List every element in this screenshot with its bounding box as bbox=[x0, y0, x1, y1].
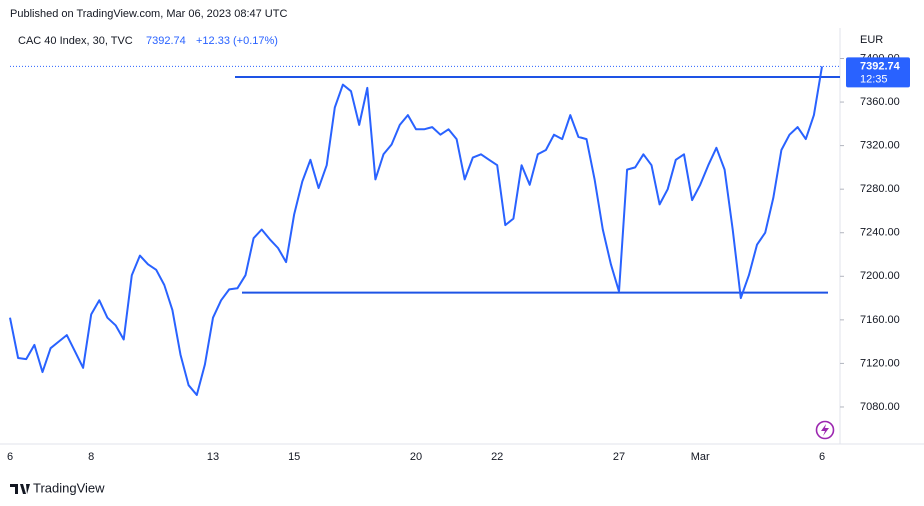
y-tick-label: 7200.00 bbox=[860, 270, 900, 282]
y-tick-label: 7080.00 bbox=[860, 401, 900, 413]
alert-icon[interactable] bbox=[815, 420, 835, 440]
last-price-box bbox=[846, 57, 910, 88]
x-tick-label: 8 bbox=[88, 451, 94, 463]
x-tick-label: 6 bbox=[819, 451, 825, 463]
y-tick-label: 7360.00 bbox=[860, 96, 900, 108]
published-note: Published on TradingView.com, Mar 06, 20… bbox=[10, 8, 287, 20]
y-tick-label: 7320.00 bbox=[860, 140, 900, 152]
x-tick-label: 15 bbox=[288, 451, 300, 463]
x-tick-label: 22 bbox=[491, 451, 503, 463]
x-tick-label: 13 bbox=[207, 451, 219, 463]
legend-change: +12.33 (+0.17%) bbox=[196, 35, 278, 47]
x-tick-label: Mar bbox=[691, 451, 710, 463]
y-tick-label: 7120.00 bbox=[860, 357, 900, 369]
brand-logo bbox=[10, 484, 30, 494]
y-tick-label: 7160.00 bbox=[860, 314, 900, 326]
price-line bbox=[9, 66, 823, 396]
y-tick-label: 7280.00 bbox=[860, 183, 900, 195]
x-tick-label: 6 bbox=[7, 451, 13, 463]
last-price-label: 7392.74 bbox=[860, 60, 901, 72]
brand-name: TradingView bbox=[33, 480, 105, 495]
y-tick-label: 7240.00 bbox=[860, 227, 900, 239]
legend-price: 7392.74 bbox=[146, 35, 186, 47]
x-tick-label: 27 bbox=[613, 451, 625, 463]
symbol-title: CAC 40 Index, 30, TVC bbox=[18, 35, 133, 47]
x-tick-label: 20 bbox=[410, 451, 422, 463]
countdown: 12:35 bbox=[860, 73, 888, 85]
currency: EUR bbox=[860, 34, 883, 46]
